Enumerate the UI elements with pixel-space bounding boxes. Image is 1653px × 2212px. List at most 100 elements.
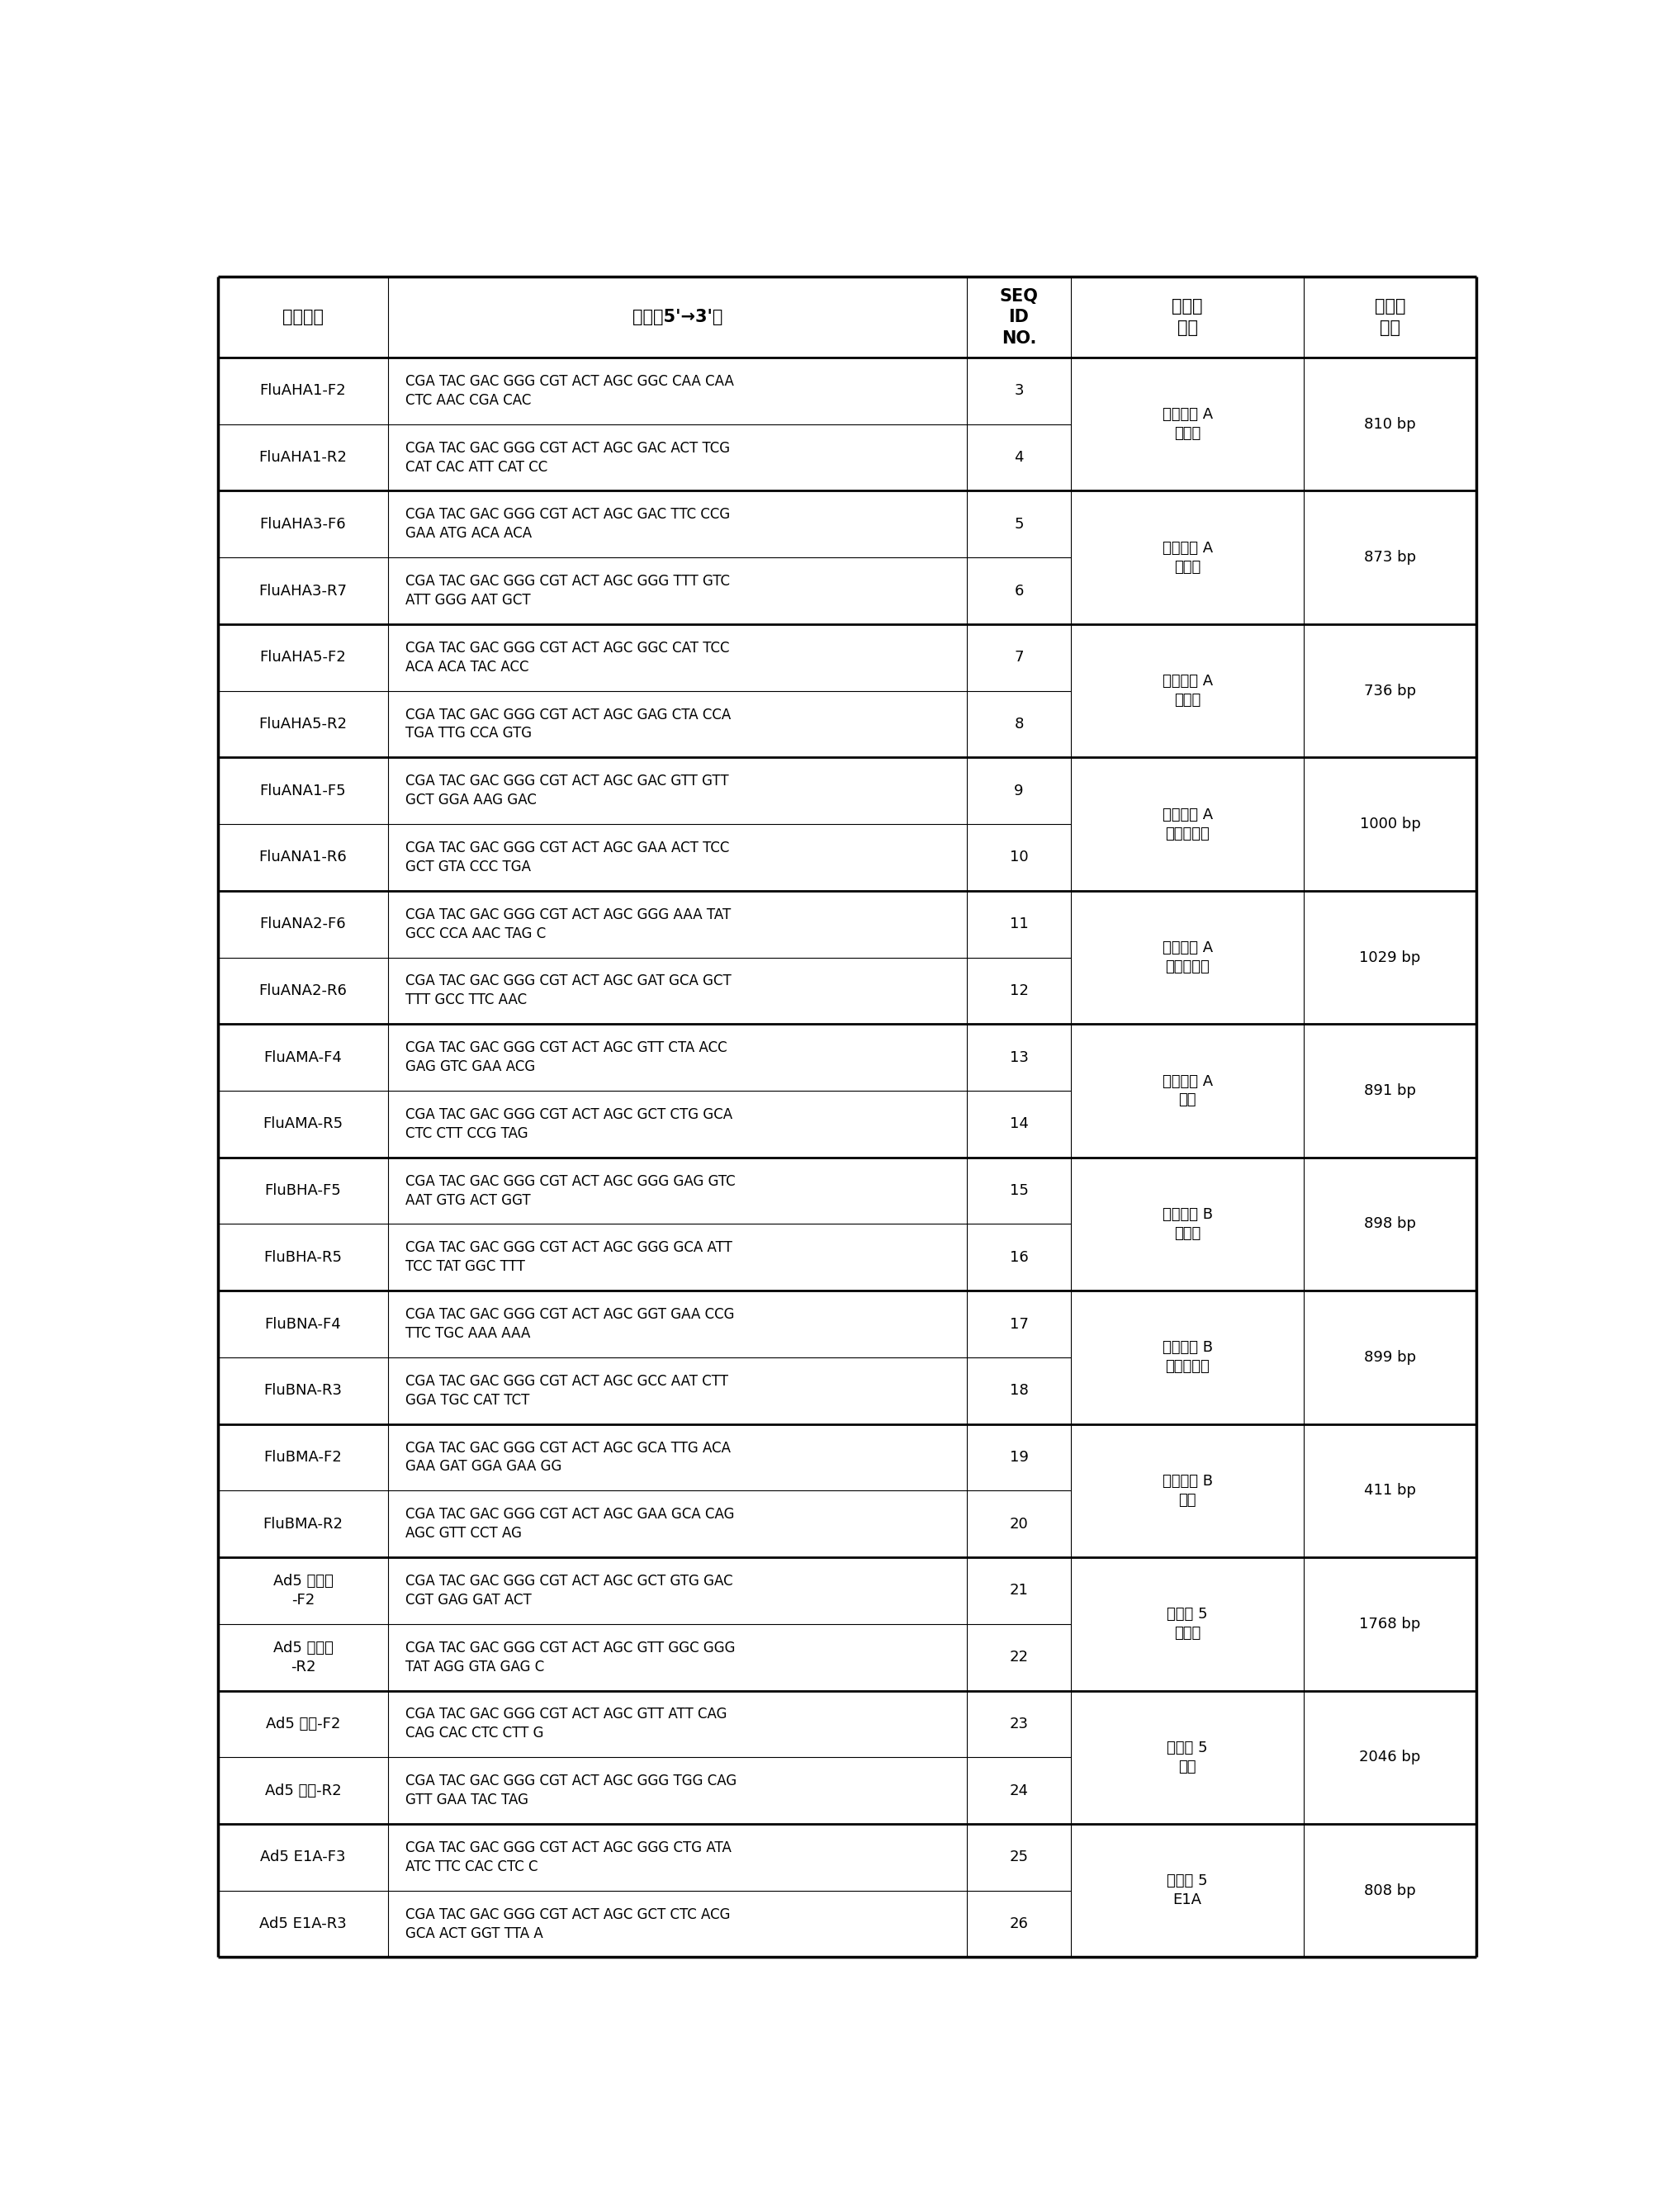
Text: 4: 4 <box>1015 449 1023 465</box>
Text: 12: 12 <box>1010 984 1028 998</box>
Text: 流感病毒 B
基质: 流感病毒 B 基质 <box>1162 1473 1213 1509</box>
Text: FluANA1-F5: FluANA1-F5 <box>260 783 345 799</box>
Text: 899 bp: 899 bp <box>1364 1349 1417 1365</box>
Text: 13: 13 <box>1010 1051 1028 1064</box>
Text: FluAHA1-F2: FluAHA1-F2 <box>260 383 345 398</box>
Text: Ad5 六邻体
-F2: Ad5 六邻体 -F2 <box>273 1573 334 1608</box>
Text: 25: 25 <box>1010 1849 1028 1865</box>
Text: CGA TAC GAC GGG CGT ACT AGC GAT GCA GCT
TTT GCC TTC AAC: CGA TAC GAC GGG CGT ACT AGC GAT GCA GCT … <box>405 973 731 1009</box>
Text: 11: 11 <box>1010 916 1028 931</box>
Text: CGA TAC GAC GGG CGT ACT AGC GCT GTG GAC
CGT GAG GAT ACT: CGA TAC GAC GGG CGT ACT AGC GCT GTG GAC … <box>405 1573 732 1608</box>
Text: 20: 20 <box>1010 1517 1028 1531</box>
Text: Ad5 纤突-F2: Ad5 纤突-F2 <box>266 1717 341 1732</box>
Text: CGA TAC GAC GGG CGT ACT AGC GGC CAA CAA
CTC AAC CGA CAC: CGA TAC GAC GGG CGT ACT AGC GGC CAA CAA … <box>405 374 734 407</box>
Text: Ad5 六邻体
-R2: Ad5 六邻体 -R2 <box>273 1641 334 1674</box>
Text: 1029 bp: 1029 bp <box>1359 949 1420 964</box>
Text: FluAHA1-R2: FluAHA1-R2 <box>260 449 347 465</box>
Text: 23: 23 <box>1010 1717 1028 1732</box>
Text: 5: 5 <box>1015 518 1023 531</box>
Text: 流感病毒 A
血凝素: 流感病毒 A 血凝素 <box>1162 540 1213 575</box>
Text: FluAHA5-F2: FluAHA5-F2 <box>260 650 347 666</box>
Text: 898 bp: 898 bp <box>1364 1217 1417 1232</box>
Text: 1000 bp: 1000 bp <box>1359 816 1420 832</box>
Text: 10: 10 <box>1010 849 1028 865</box>
Text: 流感病毒 A
血凝素: 流感病毒 A 血凝素 <box>1162 407 1213 440</box>
Text: CGA TAC GAC GGG CGT ACT AGC GTT ATT CAG
CAG CAC CTC CTT G: CGA TAC GAC GGG CGT ACT AGC GTT ATT CAG … <box>405 1708 727 1741</box>
Text: SEQ
ID
NO.: SEQ ID NO. <box>1000 288 1038 347</box>
Text: 26: 26 <box>1010 1916 1028 1931</box>
Text: FluANA2-R6: FluANA2-R6 <box>260 984 347 998</box>
Text: 序列（5'→3'）: 序列（5'→3'） <box>631 310 722 325</box>
Text: CGA TAC GAC GGG CGT ACT AGC GAG CTA CCA
TGA TTG CCA GTG: CGA TAC GAC GGG CGT ACT AGC GAG CTA CCA … <box>405 708 731 741</box>
Text: 腺病毒 5
纤突: 腺病毒 5 纤突 <box>1167 1741 1208 1774</box>
Text: 411 bp: 411 bp <box>1364 1484 1417 1498</box>
Text: 流感病毒 A
血凝素: 流感病毒 A 血凝素 <box>1162 675 1213 708</box>
Text: FluAMA-R5: FluAMA-R5 <box>263 1117 344 1133</box>
Text: 2046 bp: 2046 bp <box>1359 1750 1420 1765</box>
Text: 810 bp: 810 bp <box>1364 416 1417 431</box>
Text: 22: 22 <box>1010 1650 1028 1666</box>
Text: 15: 15 <box>1010 1183 1028 1199</box>
Text: 流感病毒 B
血凝素: 流感病毒 B 血凝素 <box>1162 1208 1213 1241</box>
Text: Ad5 纤突-R2: Ad5 纤突-R2 <box>264 1783 341 1798</box>
Text: FluAHA5-R2: FluAHA5-R2 <box>260 717 347 732</box>
Text: CGA TAC GAC GGG CGT ACT AGC GAC GTT GTT
GCT GGA AAG GAC: CGA TAC GAC GGG CGT ACT AGC GAC GTT GTT … <box>405 774 729 807</box>
Text: FluANA1-R6: FluANA1-R6 <box>260 849 347 865</box>
Text: 生物体
基因: 生物体 基因 <box>1172 299 1203 336</box>
Text: CGA TAC GAC GGG CGT ACT AGC GGG AAA TAT
GCC CCA AAC TAG C: CGA TAC GAC GGG CGT ACT AGC GGG AAA TAT … <box>405 907 731 940</box>
Text: 腺病毒 5
E1A: 腺病毒 5 E1A <box>1167 1874 1208 1907</box>
Text: 891 bp: 891 bp <box>1364 1084 1417 1097</box>
Text: FluBNA-F4: FluBNA-F4 <box>264 1316 342 1332</box>
Text: 7: 7 <box>1015 650 1023 666</box>
Text: 流感病毒 A
基质: 流感病毒 A 基质 <box>1162 1073 1213 1108</box>
Text: FluBHA-F5: FluBHA-F5 <box>264 1183 342 1199</box>
Text: CGA TAC GAC GGG CGT ACT AGC GGG CTG ATA
ATC TTC CAC CTC C: CGA TAC GAC GGG CGT ACT AGC GGG CTG ATA … <box>405 1840 731 1874</box>
Text: 6: 6 <box>1015 584 1023 597</box>
Text: 9: 9 <box>1015 783 1023 799</box>
Text: 流感病毒 B
神经氨酸酶: 流感病毒 B 神经氨酸酶 <box>1162 1340 1213 1374</box>
Text: 腺病毒 5
六邻体: 腺病毒 5 六邻体 <box>1167 1608 1208 1641</box>
Text: 16: 16 <box>1010 1250 1028 1265</box>
Text: CGA TAC GAC GGG CGT ACT AGC GTT GGC GGG
TAT AGG GTA GAG C: CGA TAC GAC GGG CGT ACT AGC GTT GGC GGG … <box>405 1641 736 1674</box>
Text: 扩增子
大小: 扩增子 大小 <box>1375 299 1405 336</box>
Text: CGA TAC GAC GGG CGT ACT AGC GGG TGG CAG
GTT GAA TAC TAG: CGA TAC GAC GGG CGT ACT AGC GGG TGG CAG … <box>405 1774 737 1807</box>
Text: Ad5 E1A-F3: Ad5 E1A-F3 <box>260 1849 345 1865</box>
Text: FluAMA-F4: FluAMA-F4 <box>264 1051 342 1064</box>
Text: 1768 bp: 1768 bp <box>1359 1617 1420 1632</box>
Text: FluAHA3-R7: FluAHA3-R7 <box>260 584 347 597</box>
Text: CGA TAC GAC GGG CGT ACT AGC GTT CTA ACC
GAG GTC GAA ACG: CGA TAC GAC GGG CGT ACT AGC GTT CTA ACC … <box>405 1040 727 1075</box>
Text: CGA TAC GAC GGG CGT ACT AGC GCA TTG ACA
GAA GAT GGA GAA GG: CGA TAC GAC GGG CGT ACT AGC GCA TTG ACA … <box>405 1440 731 1473</box>
Text: 19: 19 <box>1010 1449 1028 1464</box>
Text: CGA TAC GAC GGG CGT ACT AGC GGG GCA ATT
TCC TAT GGC TTT: CGA TAC GAC GGG CGT ACT AGC GGG GCA ATT … <box>405 1241 732 1274</box>
Text: CGA TAC GAC GGG CGT ACT AGC GAC ACT TCG
CAT CAC ATT CAT CC: CGA TAC GAC GGG CGT ACT AGC GAC ACT TCG … <box>405 440 731 473</box>
Text: CGA TAC GAC GGG CGT ACT AGC GGC CAT TCC
ACA ACA TAC ACC: CGA TAC GAC GGG CGT ACT AGC GGC CAT TCC … <box>405 641 729 675</box>
Text: 18: 18 <box>1010 1382 1028 1398</box>
Text: FluBNA-R3: FluBNA-R3 <box>264 1382 342 1398</box>
Text: 引物名称: 引物名称 <box>283 310 324 325</box>
Text: 736 bp: 736 bp <box>1364 684 1417 699</box>
Text: CGA TAC GAC GGG CGT ACT AGC GGG GAG GTC
AAT GTG ACT GGT: CGA TAC GAC GGG CGT ACT AGC GGG GAG GTC … <box>405 1175 736 1208</box>
Text: FluBHA-R5: FluBHA-R5 <box>264 1250 342 1265</box>
Text: 17: 17 <box>1010 1316 1028 1332</box>
Text: FluBMA-F2: FluBMA-F2 <box>264 1449 342 1464</box>
Text: Ad5 E1A-R3: Ad5 E1A-R3 <box>260 1916 347 1931</box>
Text: 873 bp: 873 bp <box>1364 551 1417 564</box>
Text: CGA TAC GAC GGG CGT ACT AGC GGG TTT GTC
ATT GGG AAT GCT: CGA TAC GAC GGG CGT ACT AGC GGG TTT GTC … <box>405 573 731 608</box>
Text: 流感病毒 A
神经氨酸酶: 流感病毒 A 神经氨酸酶 <box>1162 940 1213 973</box>
Text: CGA TAC GAC GGG CGT ACT AGC GCT CTC ACG
GCA ACT GGT TTA A: CGA TAC GAC GGG CGT ACT AGC GCT CTC ACG … <box>405 1907 731 1940</box>
Text: CGA TAC GAC GGG CGT ACT AGC GCC AAT CTT
GGA TGC CAT TCT: CGA TAC GAC GGG CGT ACT AGC GCC AAT CTT … <box>405 1374 729 1407</box>
Text: 808 bp: 808 bp <box>1364 1882 1417 1898</box>
Text: 3: 3 <box>1015 383 1023 398</box>
Text: CGA TAC GAC GGG CGT ACT AGC GAC TTC CCG
GAA ATG ACA ACA: CGA TAC GAC GGG CGT ACT AGC GAC TTC CCG … <box>405 507 731 542</box>
Text: CGA TAC GAC GGG CGT ACT AGC GGT GAA CCG
TTC TGC AAA AAA: CGA TAC GAC GGG CGT ACT AGC GGT GAA CCG … <box>405 1307 734 1340</box>
Text: FluANA2-F6: FluANA2-F6 <box>260 916 345 931</box>
Text: CGA TAC GAC GGG CGT ACT AGC GAA GCA CAG
AGC GTT CCT AG: CGA TAC GAC GGG CGT ACT AGC GAA GCA CAG … <box>405 1506 734 1542</box>
Text: CGA TAC GAC GGG CGT ACT AGC GAA ACT TCC
GCT GTA CCC TGA: CGA TAC GAC GGG CGT ACT AGC GAA ACT TCC … <box>405 841 729 874</box>
Text: FluAHA3-F6: FluAHA3-F6 <box>260 518 345 531</box>
Text: 8: 8 <box>1015 717 1023 732</box>
Text: FluBMA-R2: FluBMA-R2 <box>263 1517 344 1531</box>
Text: 14: 14 <box>1010 1117 1028 1133</box>
Text: 21: 21 <box>1010 1584 1028 1597</box>
Text: 24: 24 <box>1010 1783 1028 1798</box>
Text: CGA TAC GAC GGG CGT ACT AGC GCT CTG GCA
CTC CTT CCG TAG: CGA TAC GAC GGG CGT ACT AGC GCT CTG GCA … <box>405 1108 732 1141</box>
